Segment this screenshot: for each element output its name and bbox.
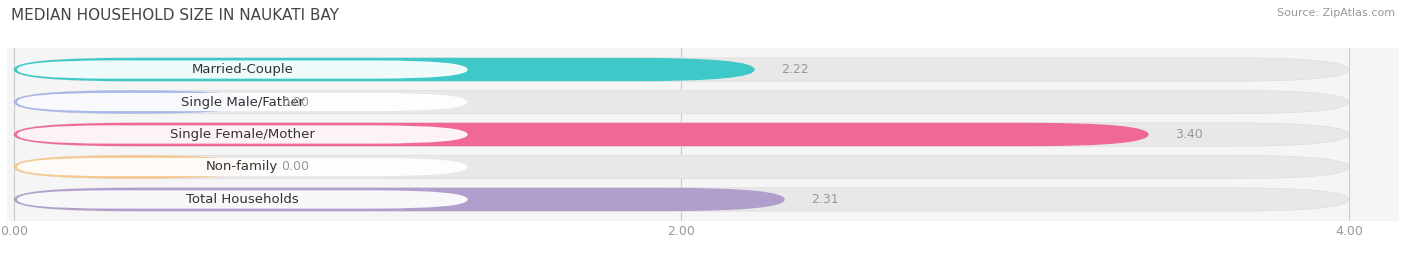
FancyBboxPatch shape: [17, 190, 468, 208]
FancyBboxPatch shape: [17, 61, 468, 79]
Text: 0.00: 0.00: [281, 161, 309, 174]
Text: Single Female/Mother: Single Female/Mother: [170, 128, 315, 141]
FancyBboxPatch shape: [14, 155, 254, 179]
Text: 2.22: 2.22: [782, 63, 808, 76]
Text: 2.31: 2.31: [811, 193, 839, 206]
FancyBboxPatch shape: [17, 93, 468, 111]
Text: Married-Couple: Married-Couple: [191, 63, 294, 76]
FancyBboxPatch shape: [14, 123, 1149, 146]
Text: Single Male/Father: Single Male/Father: [181, 95, 304, 108]
FancyBboxPatch shape: [14, 188, 1348, 211]
Text: 0.00: 0.00: [281, 95, 309, 108]
Text: 3.40: 3.40: [1175, 128, 1204, 141]
FancyBboxPatch shape: [14, 58, 755, 81]
FancyBboxPatch shape: [14, 155, 1348, 179]
Text: Total Households: Total Households: [186, 193, 298, 206]
FancyBboxPatch shape: [14, 123, 1348, 146]
FancyBboxPatch shape: [14, 188, 785, 211]
Text: Source: ZipAtlas.com: Source: ZipAtlas.com: [1277, 8, 1395, 18]
Text: MEDIAN HOUSEHOLD SIZE IN NAUKATI BAY: MEDIAN HOUSEHOLD SIZE IN NAUKATI BAY: [11, 8, 339, 23]
FancyBboxPatch shape: [14, 58, 1348, 81]
FancyBboxPatch shape: [17, 125, 468, 144]
FancyBboxPatch shape: [14, 90, 254, 114]
FancyBboxPatch shape: [17, 158, 468, 176]
Text: Non-family: Non-family: [207, 161, 278, 174]
FancyBboxPatch shape: [14, 90, 1348, 114]
